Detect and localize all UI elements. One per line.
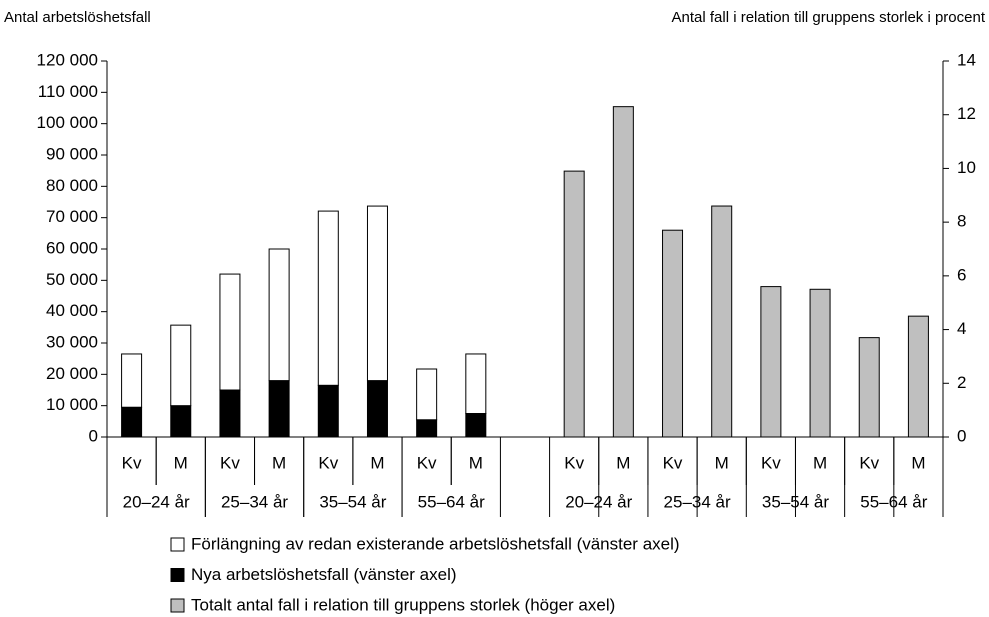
- legend-swatch: [170, 537, 185, 552]
- bar: [268, 380, 290, 438]
- bar: [170, 405, 192, 438]
- legend-label: Totalt antal fall i relation till gruppe…: [191, 595, 615, 614]
- y2-tick-label: 8: [957, 212, 966, 231]
- bar: [563, 170, 585, 438]
- y2-tick-label: 10: [957, 158, 976, 177]
- bar: [858, 337, 880, 438]
- x-tick-label: M: [911, 453, 925, 472]
- bar: [711, 205, 733, 438]
- bar: [416, 419, 438, 438]
- bar: [416, 368, 438, 421]
- group-label: 55–64 år: [860, 492, 927, 511]
- x-tick-label: Kv: [122, 453, 142, 472]
- x-tick-label: M: [370, 453, 384, 472]
- bar: [662, 229, 684, 438]
- x-tick-label: M: [272, 453, 286, 472]
- bar: [465, 353, 487, 415]
- bar: [121, 406, 143, 438]
- group-label: 20–24 år: [123, 492, 190, 511]
- bar: [121, 353, 143, 408]
- y-tick-label: 0: [89, 426, 98, 445]
- bar: [317, 210, 339, 386]
- y-tick-label: 50 000: [46, 270, 98, 289]
- y2-tick-label: 4: [957, 319, 966, 338]
- y-tick-label: 100 000: [37, 113, 98, 132]
- bar: [219, 389, 241, 438]
- y2-axis-label: Antal fall i relation till gruppens stor…: [672, 9, 986, 26]
- legend-swatch: [170, 568, 185, 582]
- group-label: 55–64 år: [418, 492, 485, 511]
- x-tick-label: Kv: [564, 453, 584, 472]
- group-label: 20–24 år: [565, 492, 632, 511]
- y-tick-label: 90 000: [46, 144, 98, 163]
- x-tick-label: Kv: [417, 453, 437, 472]
- y-tick-label: 70 000: [46, 207, 98, 226]
- y-tick-label: 40 000: [46, 301, 98, 320]
- legend-label: Förlängning av redan existerande arbetsl…: [191, 534, 680, 553]
- x-tick-label: M: [469, 453, 483, 472]
- group-label: 35–54 år: [762, 492, 829, 511]
- x-tick-label: M: [715, 453, 729, 472]
- y2-tick-label: 12: [957, 104, 976, 123]
- y-axis-label: Antal arbetslöshetsfall: [4, 9, 151, 26]
- bar: [366, 205, 388, 382]
- bar: [809, 288, 831, 438]
- y-tick-label: 80 000: [46, 176, 98, 195]
- bar: [760, 286, 782, 438]
- group-label: 35–54 år: [319, 492, 386, 511]
- y-tick-label: 120 000: [37, 50, 98, 69]
- bar: [907, 315, 929, 438]
- bar: [268, 248, 290, 382]
- x-tick-label: Kv: [318, 453, 338, 472]
- x-tick-label: Kv: [663, 453, 683, 472]
- y-tick-label: 10 000: [46, 395, 98, 414]
- bar: [219, 273, 241, 391]
- bar: [465, 413, 487, 438]
- x-tick-label: M: [616, 453, 630, 472]
- bar: [612, 106, 634, 438]
- y2-tick-label: 2: [957, 373, 966, 392]
- y-tick-label: 20 000: [46, 364, 98, 383]
- group-label: 25–34 år: [221, 492, 288, 511]
- x-tick-label: Kv: [220, 453, 240, 472]
- x-tick-label: Kv: [859, 453, 879, 472]
- x-tick-label: M: [174, 453, 188, 472]
- legend-label: Nya arbetslöshetsfall (vänster axel): [191, 565, 457, 584]
- group-label: 25–34 år: [664, 492, 731, 511]
- y2-tick-label: 0: [957, 426, 966, 445]
- y2-tick-label: 14: [957, 50, 976, 69]
- bar: [366, 380, 388, 438]
- bar: [317, 384, 339, 438]
- x-tick-label: M: [813, 453, 827, 472]
- bar: [170, 324, 192, 407]
- y2-tick-label: 6: [957, 265, 966, 284]
- y-tick-label: 110 000: [38, 82, 98, 101]
- y-tick-label: 60 000: [46, 238, 98, 257]
- y-tick-label: 30 000: [46, 332, 98, 351]
- legend-swatch: [170, 598, 185, 613]
- x-tick-label: Kv: [761, 453, 781, 472]
